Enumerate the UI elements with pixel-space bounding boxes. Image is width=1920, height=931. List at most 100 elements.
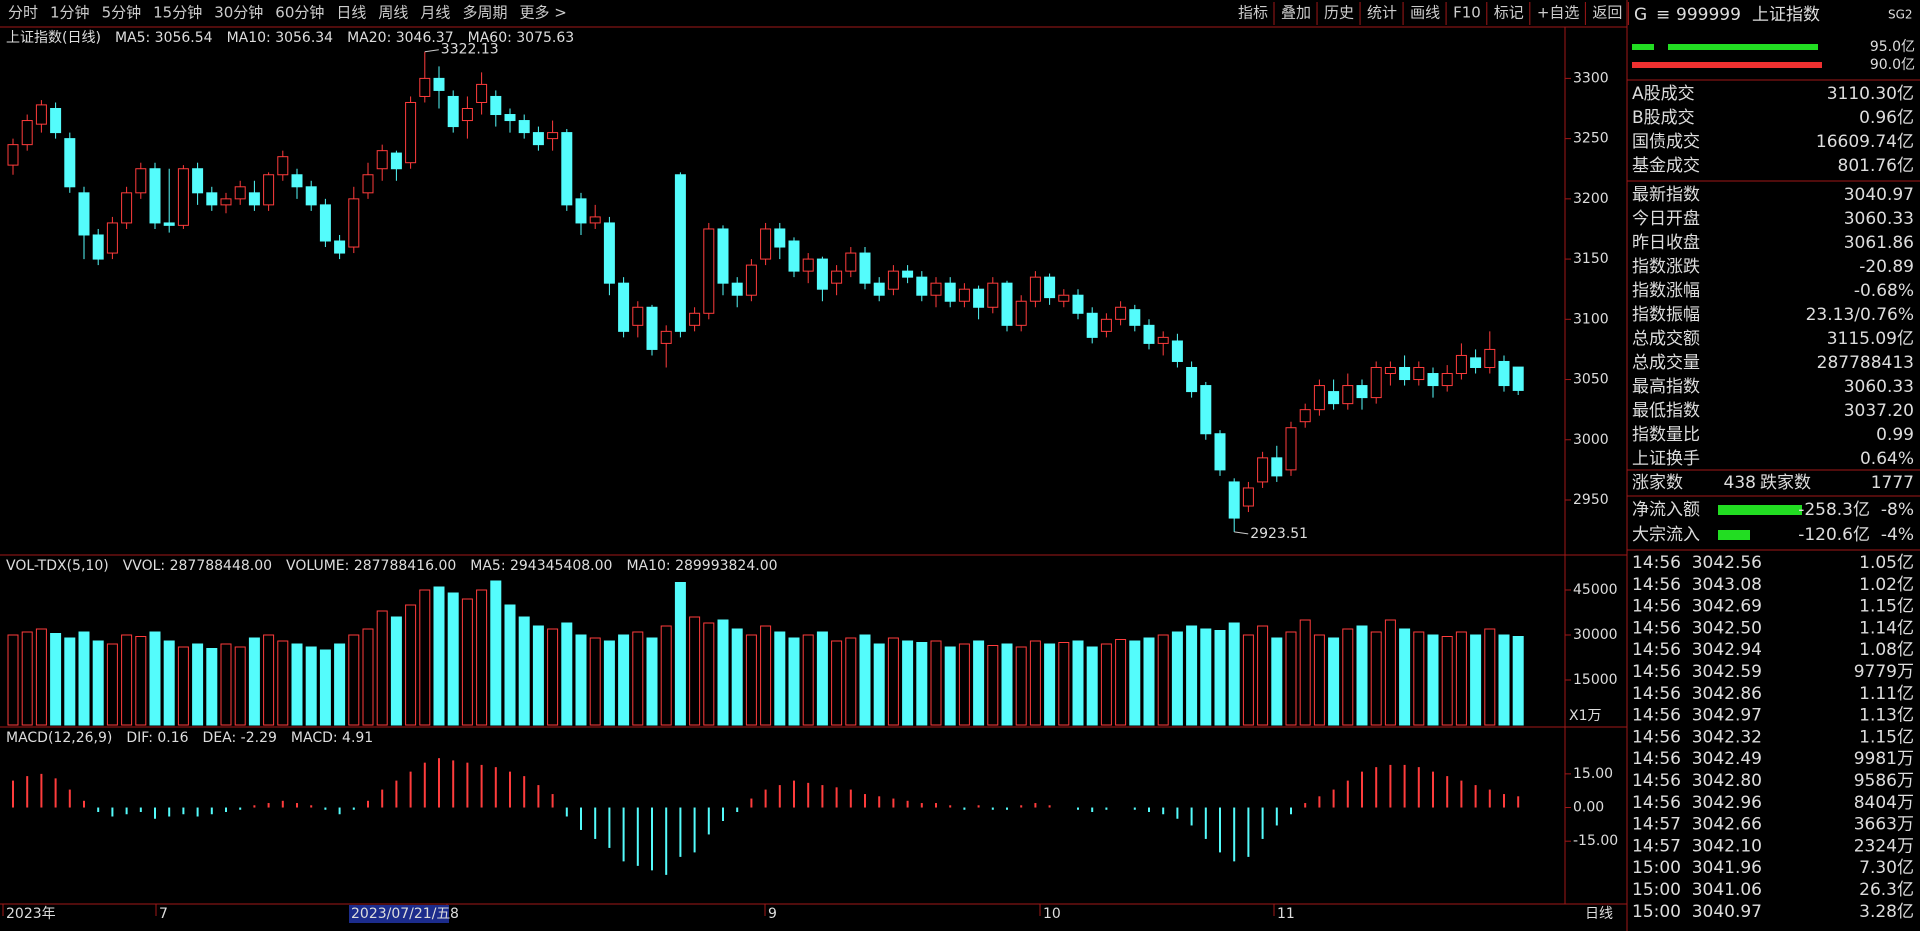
volume-bar	[944, 646, 956, 726]
cursor-date-bg	[349, 905, 449, 923]
toolbar-button[interactable]: 5分钟	[102, 4, 142, 22]
candle-body	[1186, 366, 1198, 393]
row-value: 16609.74亿	[1816, 132, 1914, 152]
candle-body	[50, 108, 62, 134]
candle-body	[916, 276, 928, 296]
toolbar-button[interactable]: F10	[1453, 4, 1481, 22]
candle-body	[348, 198, 360, 248]
tick-price: 3042.56	[1692, 553, 1762, 573]
volume-bar	[1512, 636, 1524, 726]
toolbar-button[interactable]: +自选	[1537, 4, 1580, 22]
candle-body	[973, 288, 985, 308]
volume-bar	[390, 616, 402, 726]
icon: ≡	[1656, 5, 1670, 25]
toolbar-button[interactable]: 标记	[1494, 4, 1524, 22]
volume-bar	[433, 586, 445, 726]
volume-bar	[589, 637, 601, 726]
y-tick-label: 30000	[1573, 627, 1618, 643]
volume-bar	[873, 643, 885, 726]
tick-price: 3042.97	[1692, 706, 1762, 726]
tick-price: 3042.86	[1692, 684, 1762, 704]
volume-bar	[106, 643, 118, 726]
candle-body	[1271, 457, 1283, 477]
toolbar-button[interactable]: 统计	[1367, 4, 1397, 22]
volume-bar	[1086, 646, 1098, 726]
legend-item: VVOL: 287788448.00	[123, 558, 272, 574]
row-label: 最低指数	[1632, 401, 1700, 421]
toolbar-button[interactable]: 历史	[1324, 4, 1354, 22]
row-label: 总成交额	[1632, 329, 1700, 349]
annotation: 3322.13	[441, 42, 499, 58]
row-label: 昨日收盘	[1632, 233, 1700, 253]
volume-bar	[958, 643, 970, 726]
tick-volume: 9586万	[1854, 771, 1914, 791]
legend-item: 上证指数(日线)	[6, 30, 101, 46]
toolbar-button[interactable]: 月线	[420, 4, 450, 22]
candle-body	[35, 104, 47, 125]
toolbar-button[interactable]: 日线	[336, 4, 366, 22]
legend-item: MA5: 294345408.00	[470, 558, 612, 574]
volume-bar	[1342, 628, 1354, 726]
y-tick-label: 3100	[1573, 311, 1609, 327]
toolbar-button[interactable]: 更多 >	[519, 4, 566, 22]
toolbar-button[interactable]: 周线	[378, 4, 408, 22]
icon: G	[1634, 5, 1647, 25]
date-label: 2023年	[6, 906, 56, 922]
tick-time: 14:56	[1632, 640, 1681, 660]
toolbar-button[interactable]: 1分钟	[50, 4, 90, 22]
tick-price: 3042.69	[1692, 597, 1762, 617]
toolbar-button[interactable]: 15分钟	[153, 4, 202, 22]
candle-body	[1313, 385, 1325, 411]
legend-item: MA60: 3075.63	[468, 30, 575, 46]
candle-body	[1413, 366, 1425, 381]
candle-body	[490, 95, 502, 116]
toolbar-button[interactable]: 分时	[8, 4, 38, 22]
annotation: 2923.51	[1250, 526, 1308, 542]
y-tick-label: -15.00	[1573, 833, 1618, 849]
candle-body	[277, 156, 289, 176]
tick-volume: 1.14亿	[1859, 618, 1914, 638]
candle-body	[305, 186, 317, 206]
candle-body	[1427, 373, 1439, 387]
candle-body	[220, 198, 232, 206]
tick-time: 14:56	[1632, 618, 1681, 638]
volume-bar	[1157, 634, 1169, 726]
row-label: 总成交量	[1632, 353, 1700, 373]
volume-bar	[1115, 639, 1127, 726]
volume-bar	[1271, 637, 1283, 726]
toolbar-button[interactable]: 多周期	[462, 4, 507, 22]
date-label: 9	[768, 906, 777, 922]
candle-body	[731, 282, 743, 296]
toolbar-button[interactable]: 60分钟	[275, 4, 324, 22]
legend-item: MA20: 3046.37	[347, 30, 454, 46]
candle-body	[1001, 282, 1013, 326]
candle-body	[334, 240, 346, 254]
candle-body	[248, 192, 260, 206]
row-label: 指数涨幅	[1632, 281, 1700, 301]
candle-body	[689, 312, 701, 326]
toolbar-button[interactable]: 30分钟	[214, 4, 263, 22]
candle-body	[603, 222, 615, 284]
volume-bar	[64, 637, 76, 726]
candle-body	[135, 168, 147, 194]
candle-body	[760, 228, 772, 260]
volume-bar	[305, 646, 317, 726]
toolbar-button[interactable]: 返回	[1592, 4, 1622, 22]
row-value: 3061.86	[1844, 233, 1914, 253]
volume-bar	[35, 628, 47, 726]
volume-bar	[561, 622, 573, 726]
tick-price: 3042.32	[1692, 727, 1762, 747]
toolbar-button[interactable]: 画线	[1410, 4, 1440, 22]
legend-item: VOL-TDX(5,10)	[6, 558, 109, 574]
toolbar-button[interactable]: 指标	[1238, 4, 1268, 22]
candle-body	[263, 174, 275, 206]
tick-price: 3042.50	[1692, 618, 1762, 638]
candle-body	[1157, 336, 1169, 344]
tick-time: 14:56	[1632, 793, 1681, 813]
toolbar-button[interactable]: 叠加	[1281, 4, 1311, 22]
row-label: 最高指数	[1632, 377, 1700, 397]
candle-body	[177, 168, 189, 226]
period-label: 日线	[1585, 906, 1613, 922]
